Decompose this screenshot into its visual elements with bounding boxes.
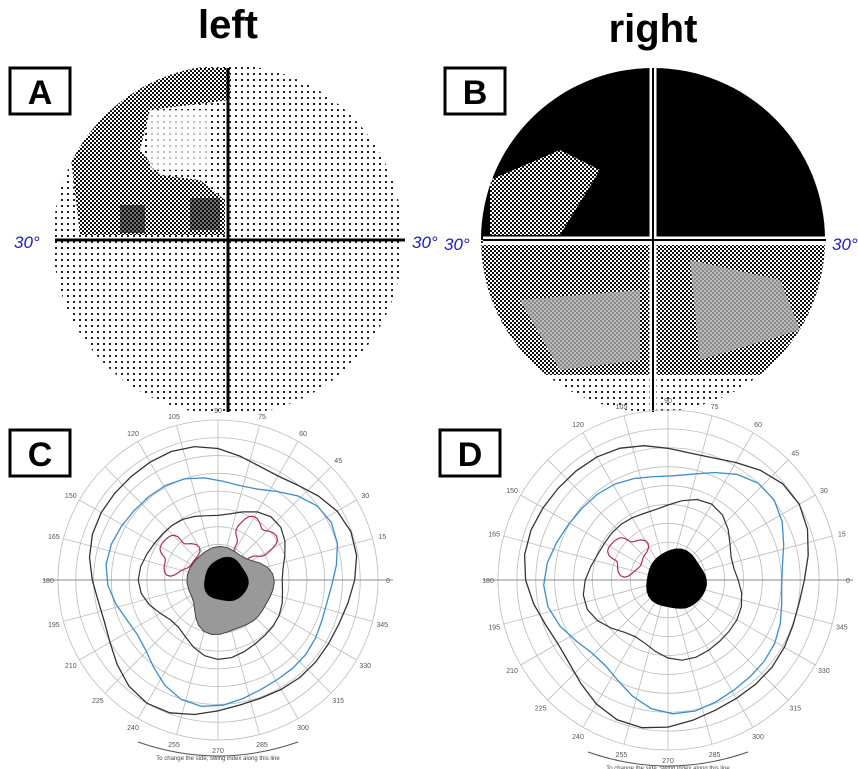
- angle-label: 330: [818, 668, 830, 675]
- panel-label: A: [28, 74, 53, 112]
- angle-label: 345: [836, 625, 848, 632]
- angle-label: 255: [616, 752, 628, 759]
- angle-label: 300: [297, 725, 309, 732]
- angle-label: 225: [535, 705, 547, 712]
- angle-label: 90: [214, 408, 222, 415]
- angle-label: 270: [212, 748, 224, 755]
- angle-label: 210: [506, 668, 518, 675]
- axis-label: 30°: [412, 233, 438, 252]
- angle-label: 315: [332, 698, 344, 705]
- axis-label: 30°: [832, 235, 858, 254]
- angle-label: 30: [361, 493, 369, 500]
- angle-label: 210: [65, 663, 77, 670]
- angle-label: 165: [48, 534, 60, 541]
- angle-label: 15: [838, 531, 846, 538]
- figure: left right 30° 30° 30° 30° 120 105 90 75 60 4…: [0, 0, 858, 769]
- panel-label: B: [463, 74, 488, 112]
- angle-label: 195: [488, 625, 500, 632]
- angle-label: 75: [711, 404, 719, 411]
- angle-label: 165: [488, 531, 500, 538]
- isopter: [234, 516, 278, 561]
- angle-label: 300: [752, 734, 764, 741]
- angle-label: 180: [42, 578, 54, 585]
- angle-label: 0: [386, 578, 390, 585]
- column-title: right: [609, 7, 698, 51]
- isopter: [608, 538, 649, 578]
- angle-label: 60: [299, 431, 307, 438]
- angle-label: 315: [789, 705, 801, 712]
- angle-label: 105: [616, 404, 628, 411]
- angle-label: 75: [258, 414, 266, 421]
- angle-label: 150: [65, 493, 77, 500]
- angle-label: 105: [168, 414, 180, 421]
- angle-label: 30: [820, 488, 828, 495]
- angle-label: 45: [791, 451, 799, 458]
- angle-label: 225: [92, 698, 104, 705]
- angle-label: 285: [709, 752, 721, 759]
- angle-label: 0: [846, 578, 850, 585]
- angle-label: 45: [334, 458, 342, 465]
- panel-label: C: [28, 436, 53, 474]
- angle-label: 270: [662, 758, 674, 765]
- angle-label: 240: [127, 725, 139, 732]
- angle-label: 240: [572, 734, 584, 741]
- angle-label: 90: [664, 398, 672, 405]
- column-title: left: [198, 3, 258, 47]
- angle-label: 15: [378, 534, 386, 541]
- angle-label: 330: [359, 663, 371, 670]
- angle-label: 120: [572, 422, 584, 429]
- angle-label: 195: [48, 622, 60, 629]
- angle-label: 345: [376, 622, 388, 629]
- angle-label: 285: [256, 742, 268, 749]
- angle-label: 180: [482, 578, 494, 585]
- meridian: [548, 460, 668, 580]
- axis-label: 30°: [444, 235, 470, 254]
- angle-label: 255: [168, 742, 180, 749]
- angle-label: 60: [754, 422, 762, 429]
- angle-label: 150: [506, 488, 518, 495]
- angle-label: 120: [127, 431, 139, 438]
- axis-label: 30°: [14, 233, 40, 252]
- note: To change the side, swing index along th…: [156, 756, 280, 762]
- panel-label: D: [458, 436, 483, 474]
